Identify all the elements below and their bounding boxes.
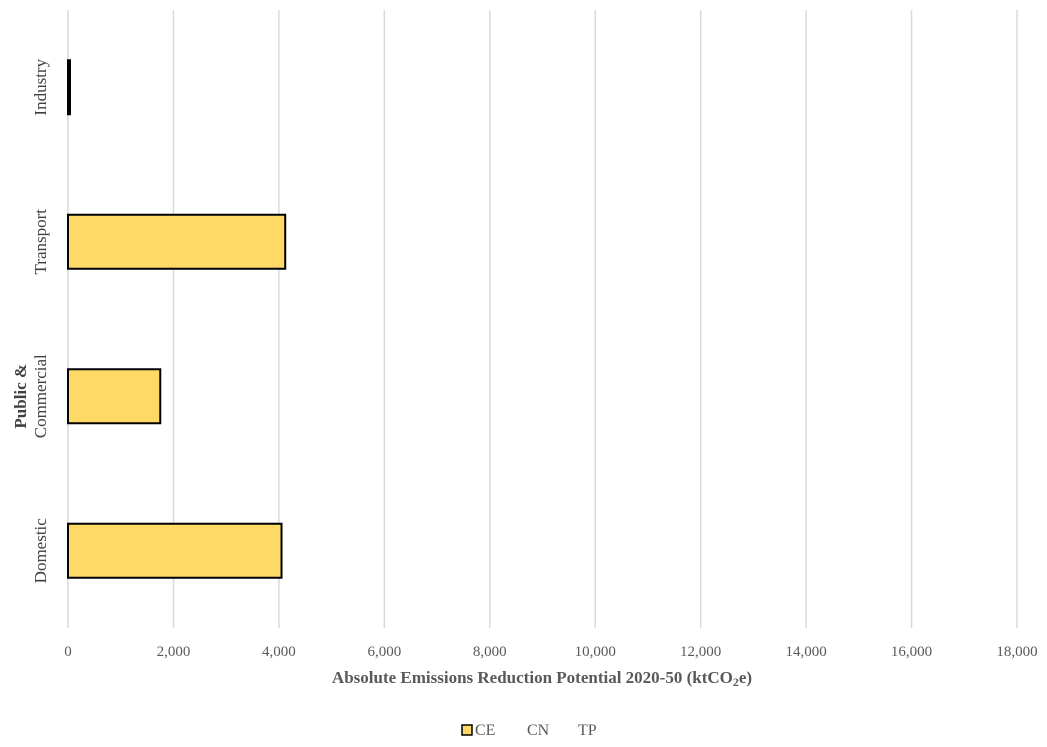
y-category-label-2: Transport bbox=[31, 209, 50, 275]
legend: CE CN TP bbox=[461, 722, 597, 739]
legend-item-ce: CE bbox=[461, 722, 495, 739]
bar-ce-2 bbox=[67, 213, 287, 270]
y-category-label-line: Domestic bbox=[31, 518, 50, 584]
x-tick-label-3: 6,000 bbox=[367, 644, 401, 660]
legend-item-tp: TP bbox=[578, 722, 597, 739]
y-category-label-line: Industry bbox=[31, 58, 50, 115]
x-tick-label-4: 8,000 bbox=[473, 644, 507, 660]
legend-label-tp: TP bbox=[578, 722, 597, 739]
x-tick-label-1: 2,000 bbox=[157, 644, 191, 660]
y-category-label-3: Industry bbox=[31, 58, 50, 115]
bar-ce-0 bbox=[67, 522, 283, 579]
y-category-label-line: Commercial bbox=[31, 354, 50, 438]
y-category-label-0: Domestic bbox=[31, 518, 50, 584]
y-category-label-1: Public & Commercial bbox=[11, 354, 50, 438]
y-category-label-line: Transport bbox=[31, 209, 50, 275]
x-tick-label-7: 14,000 bbox=[785, 644, 826, 660]
gridlines bbox=[67, 10, 1018, 628]
legend-label-cn: CN bbox=[527, 722, 550, 739]
x-tick-label-5: 10,000 bbox=[575, 644, 616, 660]
x-tick-label-0: 0 bbox=[64, 644, 72, 660]
x-axis-tick-labels: 0 2,000 4,000 6,000 8,000 10,000 12,000 14,000 1… bbox=[64, 644, 1037, 660]
bar-ce-3 bbox=[67, 59, 71, 116]
bar-ce-1 bbox=[67, 368, 162, 425]
x-axis-title: Absolute Emissions Reduction Potential 2… bbox=[332, 668, 752, 689]
y-category-label-line: Public & bbox=[11, 364, 30, 429]
legend-label-ce: CE bbox=[475, 722, 495, 739]
y-axis-category-labels: Domestic Public & Commercial Transport Indus… bbox=[11, 58, 50, 583]
x-tick-label-2: 4,000 bbox=[262, 644, 296, 660]
x-tick-label-9: 18,000 bbox=[996, 644, 1037, 660]
x-tick-label-8: 16,000 bbox=[891, 644, 932, 660]
legend-item-cn: CN bbox=[527, 722, 550, 739]
bars bbox=[67, 59, 287, 579]
x-tick-label-6: 12,000 bbox=[680, 644, 721, 660]
legend-swatch-ce bbox=[461, 724, 473, 736]
